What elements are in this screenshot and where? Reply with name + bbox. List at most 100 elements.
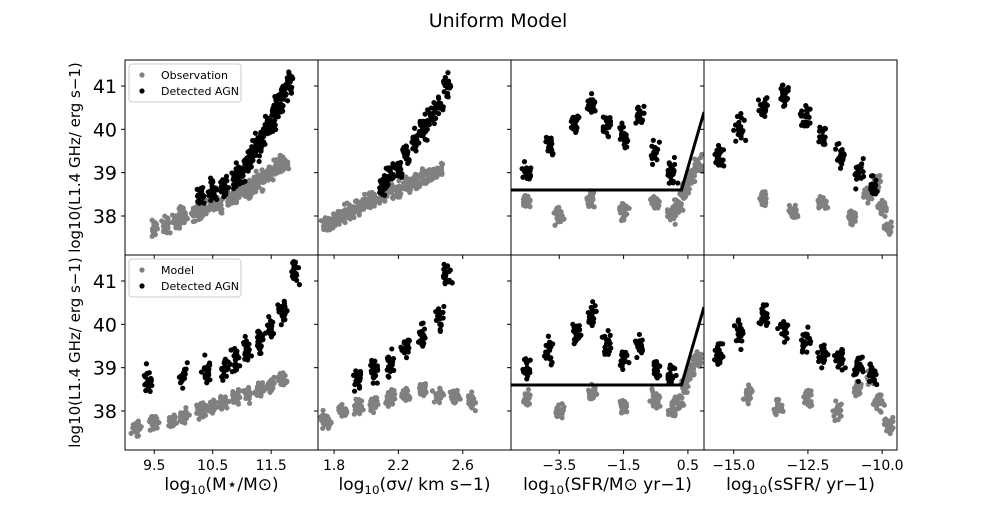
density-point — [650, 137, 656, 143]
density-point — [396, 172, 402, 178]
density-point — [607, 114, 613, 121]
density-point — [578, 332, 584, 338]
density-point — [592, 303, 598, 309]
density-point — [436, 105, 443, 111]
density-point — [668, 174, 674, 181]
density-point — [218, 209, 224, 216]
density-point — [279, 377, 285, 383]
y-tick-label: 41 — [93, 76, 117, 98]
density-point — [260, 169, 267, 175]
density-point — [521, 194, 527, 200]
density-point — [858, 364, 864, 370]
density-point — [396, 161, 402, 167]
density-point — [354, 370, 360, 376]
density-point — [622, 357, 628, 364]
density-point — [280, 91, 287, 97]
density-point — [338, 217, 345, 223]
density-point — [263, 124, 269, 130]
density-point — [619, 206, 625, 212]
density-point — [451, 400, 458, 406]
density-point — [227, 361, 233, 367]
y-tick-label: 40 — [93, 314, 117, 336]
density-point — [665, 374, 671, 380]
density-point — [605, 327, 611, 334]
density-point — [246, 400, 253, 406]
density-point — [762, 113, 768, 119]
density-point — [626, 205, 632, 211]
density-point — [873, 177, 879, 183]
density-point — [519, 166, 525, 172]
density-point — [360, 196, 366, 203]
density-point — [218, 184, 224, 190]
density-point — [602, 344, 608, 350]
series-gray — [757, 173, 895, 237]
density-point — [205, 366, 211, 372]
density-point — [440, 309, 446, 315]
density-point — [571, 324, 577, 330]
density-point — [441, 266, 447, 272]
density-point — [653, 150, 659, 156]
density-point — [736, 119, 742, 126]
density-point — [182, 368, 188, 374]
density-point — [804, 388, 810, 394]
density-point — [266, 314, 272, 320]
x-axis-label: log10(M⋆/M⊙) — [164, 475, 278, 497]
density-point — [738, 131, 744, 137]
density-point — [195, 198, 201, 205]
density-point — [527, 173, 533, 180]
x-tick-label: −1.5 — [607, 458, 641, 474]
density-point — [720, 354, 726, 360]
density-point — [323, 220, 329, 226]
density-point — [254, 334, 261, 340]
density-point — [527, 369, 533, 376]
density-point — [782, 102, 788, 108]
density-point — [390, 174, 397, 181]
series-gray — [128, 370, 290, 439]
density-point — [211, 185, 217, 191]
density-point — [855, 378, 862, 385]
density-point — [425, 170, 431, 176]
density-point — [839, 346, 845, 353]
density-point — [348, 206, 354, 213]
density-point — [406, 393, 412, 399]
x-tick-label: 0.5 — [677, 458, 699, 474]
panel-points — [511, 299, 704, 421]
density-point — [840, 157, 846, 163]
density-point — [190, 218, 196, 225]
density-point — [621, 132, 628, 138]
density-point — [247, 148, 253, 154]
density-point — [873, 371, 879, 378]
legend-label: Model — [161, 264, 194, 277]
density-point — [607, 332, 613, 338]
legend-marker — [139, 88, 145, 94]
density-point — [855, 383, 862, 390]
density-point — [207, 362, 213, 368]
panel-points — [318, 70, 454, 233]
density-point — [149, 217, 155, 223]
density-point — [396, 178, 402, 184]
density-point — [146, 378, 152, 384]
density-point — [803, 103, 809, 110]
density-point — [351, 411, 357, 417]
density-point — [411, 182, 418, 189]
density-point — [384, 180, 390, 186]
density-point — [273, 108, 280, 114]
density-point — [258, 350, 264, 356]
density-point — [198, 369, 205, 375]
series-gray — [318, 381, 479, 431]
density-point — [548, 148, 554, 154]
density-point — [372, 372, 378, 378]
density-point — [632, 338, 639, 344]
density-point — [248, 154, 255, 160]
density-point — [853, 176, 860, 182]
density-point — [832, 146, 839, 152]
density-point — [292, 273, 298, 279]
density-point — [469, 405, 475, 411]
density-point — [681, 195, 687, 201]
density-point — [355, 208, 361, 214]
density-point — [545, 135, 551, 141]
density-point — [835, 350, 841, 356]
density-point — [143, 361, 150, 367]
density-point — [636, 117, 642, 123]
density-point — [432, 166, 438, 173]
